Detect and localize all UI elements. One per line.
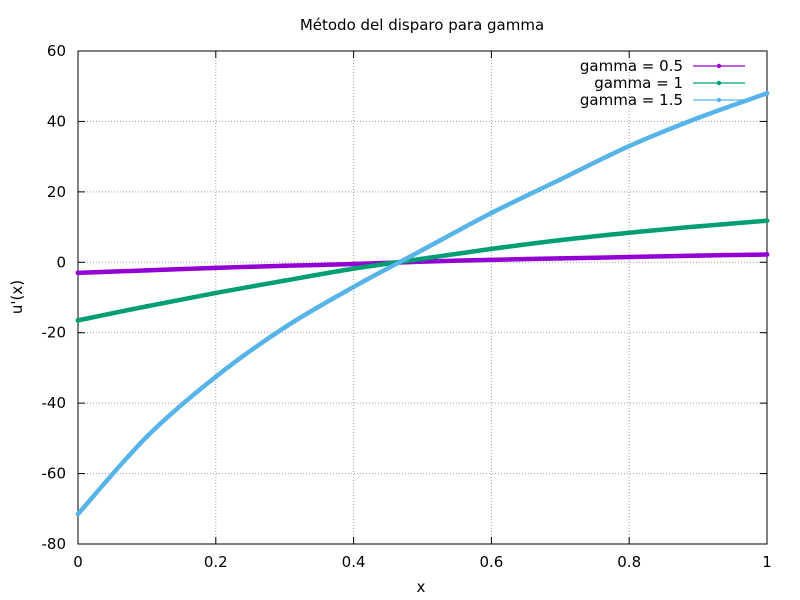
data-point <box>144 434 150 439</box>
grid-lines <box>78 51 767 544</box>
chart-title: Método del disparo para gamma <box>300 16 544 34</box>
x-axis-label: x <box>417 578 426 596</box>
data-point <box>351 284 356 290</box>
y-tick-label: 20 <box>47 183 66 201</box>
data-point <box>213 290 219 296</box>
legend-marker <box>716 80 722 86</box>
data-point <box>557 237 563 243</box>
y-tick-label: 60 <box>47 42 66 60</box>
data-point <box>557 177 563 182</box>
data-point <box>764 252 770 257</box>
x-tick-label: 0 <box>73 553 83 571</box>
y-tick-label: -20 <box>42 324 67 342</box>
tick-labels: 0 0.2 0.4 0.6 0.8 1 -80 -60 -40 -20 0 20 40 60 <box>42 42 772 571</box>
data-point <box>557 256 563 261</box>
legend-label: gamma = 0.5 <box>580 57 683 75</box>
data-point <box>695 223 701 229</box>
data-point <box>764 218 770 224</box>
data-point <box>75 511 81 517</box>
data-point <box>626 230 632 236</box>
data-point <box>626 254 632 260</box>
y-tick-label: -60 <box>42 465 67 483</box>
data-point <box>420 247 425 253</box>
y-tick-label: -40 <box>42 394 67 412</box>
data-point <box>695 115 701 121</box>
data-point <box>75 317 81 323</box>
data-point <box>282 278 288 283</box>
x-tick-label: 0.6 <box>479 553 503 571</box>
y-axis-label: u'(x) <box>8 280 26 314</box>
data-point <box>420 256 425 262</box>
axes <box>77 50 768 545</box>
x-tick-label: 0.2 <box>204 553 228 571</box>
data-point <box>764 90 770 96</box>
series-lines <box>75 90 770 517</box>
y-tick-label: 0 <box>56 253 66 271</box>
legend-marker <box>716 63 722 69</box>
data-point <box>282 263 288 269</box>
y-tick-label: -80 <box>42 535 67 553</box>
plot-border <box>77 50 768 545</box>
data-point <box>75 270 81 276</box>
x-tick-label: 0.4 <box>342 553 366 571</box>
x-tick-label: 0.8 <box>617 553 641 571</box>
data-point <box>351 266 356 272</box>
data-point <box>144 267 150 273</box>
data-point <box>489 246 494 252</box>
data-point <box>351 261 356 267</box>
legend-marker <box>716 97 722 103</box>
data-point <box>489 210 494 216</box>
series-line-2 <box>75 91 770 517</box>
legend-label: gamma = 1 <box>594 74 683 92</box>
x-tick-label: 1 <box>762 553 772 571</box>
data-point <box>626 143 632 149</box>
data-point <box>144 303 150 309</box>
data-point <box>213 374 219 380</box>
y-tick-label: 40 <box>47 112 66 130</box>
data-point <box>695 253 701 258</box>
data-point <box>489 257 494 263</box>
data-point <box>282 325 288 330</box>
legend-label: gamma = 1.5 <box>580 91 683 109</box>
data-point <box>213 265 219 271</box>
